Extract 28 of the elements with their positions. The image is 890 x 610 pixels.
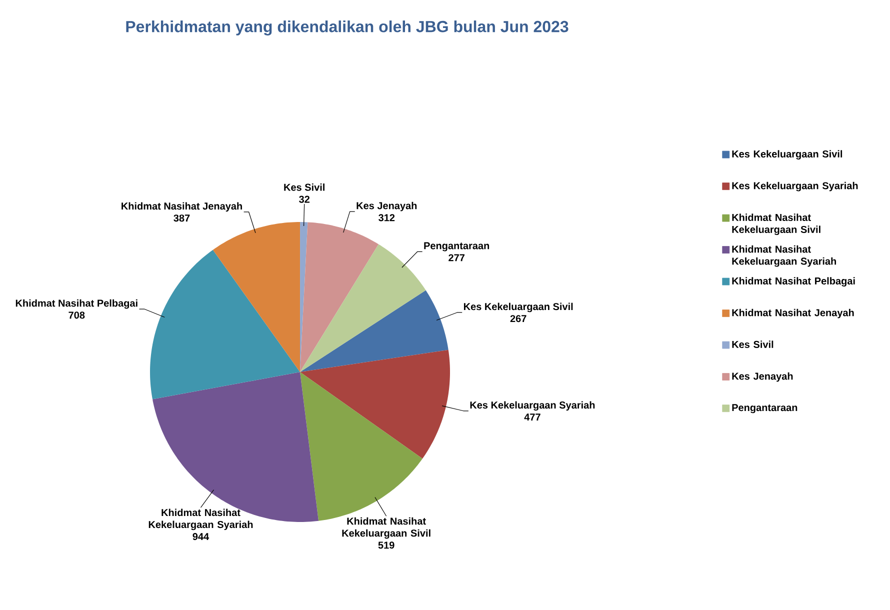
data-label: 387	[174, 214, 190, 222]
legend-label: Khidmat Nasihat Kekeluargaan Sivil	[732, 214, 820, 236]
data-label: 277	[448, 254, 464, 262]
slice-label: Khidmat Nasihat Kekeluargaan Syariah	[148, 508, 253, 530]
data-label: 708	[68, 312, 85, 319]
data-label: 312	[378, 214, 395, 222]
legend-label: Kes Sivil	[732, 340, 774, 348]
data-label: 267	[510, 315, 526, 322]
legend-label: Kes Kekeluargaan Syariah	[732, 182, 858, 192]
legend-label: Khidmat Nasihat Kekeluargaan Syariah	[732, 245, 836, 267]
legend-label: Khidmat Nasihat Pelbagai	[732, 277, 855, 287]
slice-label: Kes Kekeluargaan Syariah	[470, 401, 595, 411]
legend-label: Kes Kekeluargaan Sivil	[732, 150, 842, 160]
slice-label: Khidmat Nasihat Kekeluargaan Sivil	[342, 517, 430, 539]
legend-label: Kes Jenayah	[732, 372, 793, 382]
data-label: 477	[524, 414, 540, 421]
slice-label: Kes Kekeluargaan Sivil	[464, 302, 573, 312]
data-label: 944	[192, 533, 210, 540]
legend-label: Pengantaraan	[732, 404, 798, 414]
data-label: 519	[378, 542, 394, 549]
slice-label: Khidmat Nasihat Jenayah	[122, 202, 242, 212]
slice-label: Kes Jenayah	[356, 202, 417, 212]
legend-label: Khidmat Nasihat Jenayah	[732, 308, 854, 318]
data-label: 32	[299, 196, 310, 203]
slice-label: Pengantaraan	[424, 242, 490, 252]
slice-label: Kes Sivil	[284, 183, 324, 191]
slice-label: Khidmat Nasihat Pelbagai	[16, 299, 138, 309]
chart-title: Perkhidmatan yang dikendalikan oleh JBG bulan Jun 2023	[126, 20, 568, 36]
